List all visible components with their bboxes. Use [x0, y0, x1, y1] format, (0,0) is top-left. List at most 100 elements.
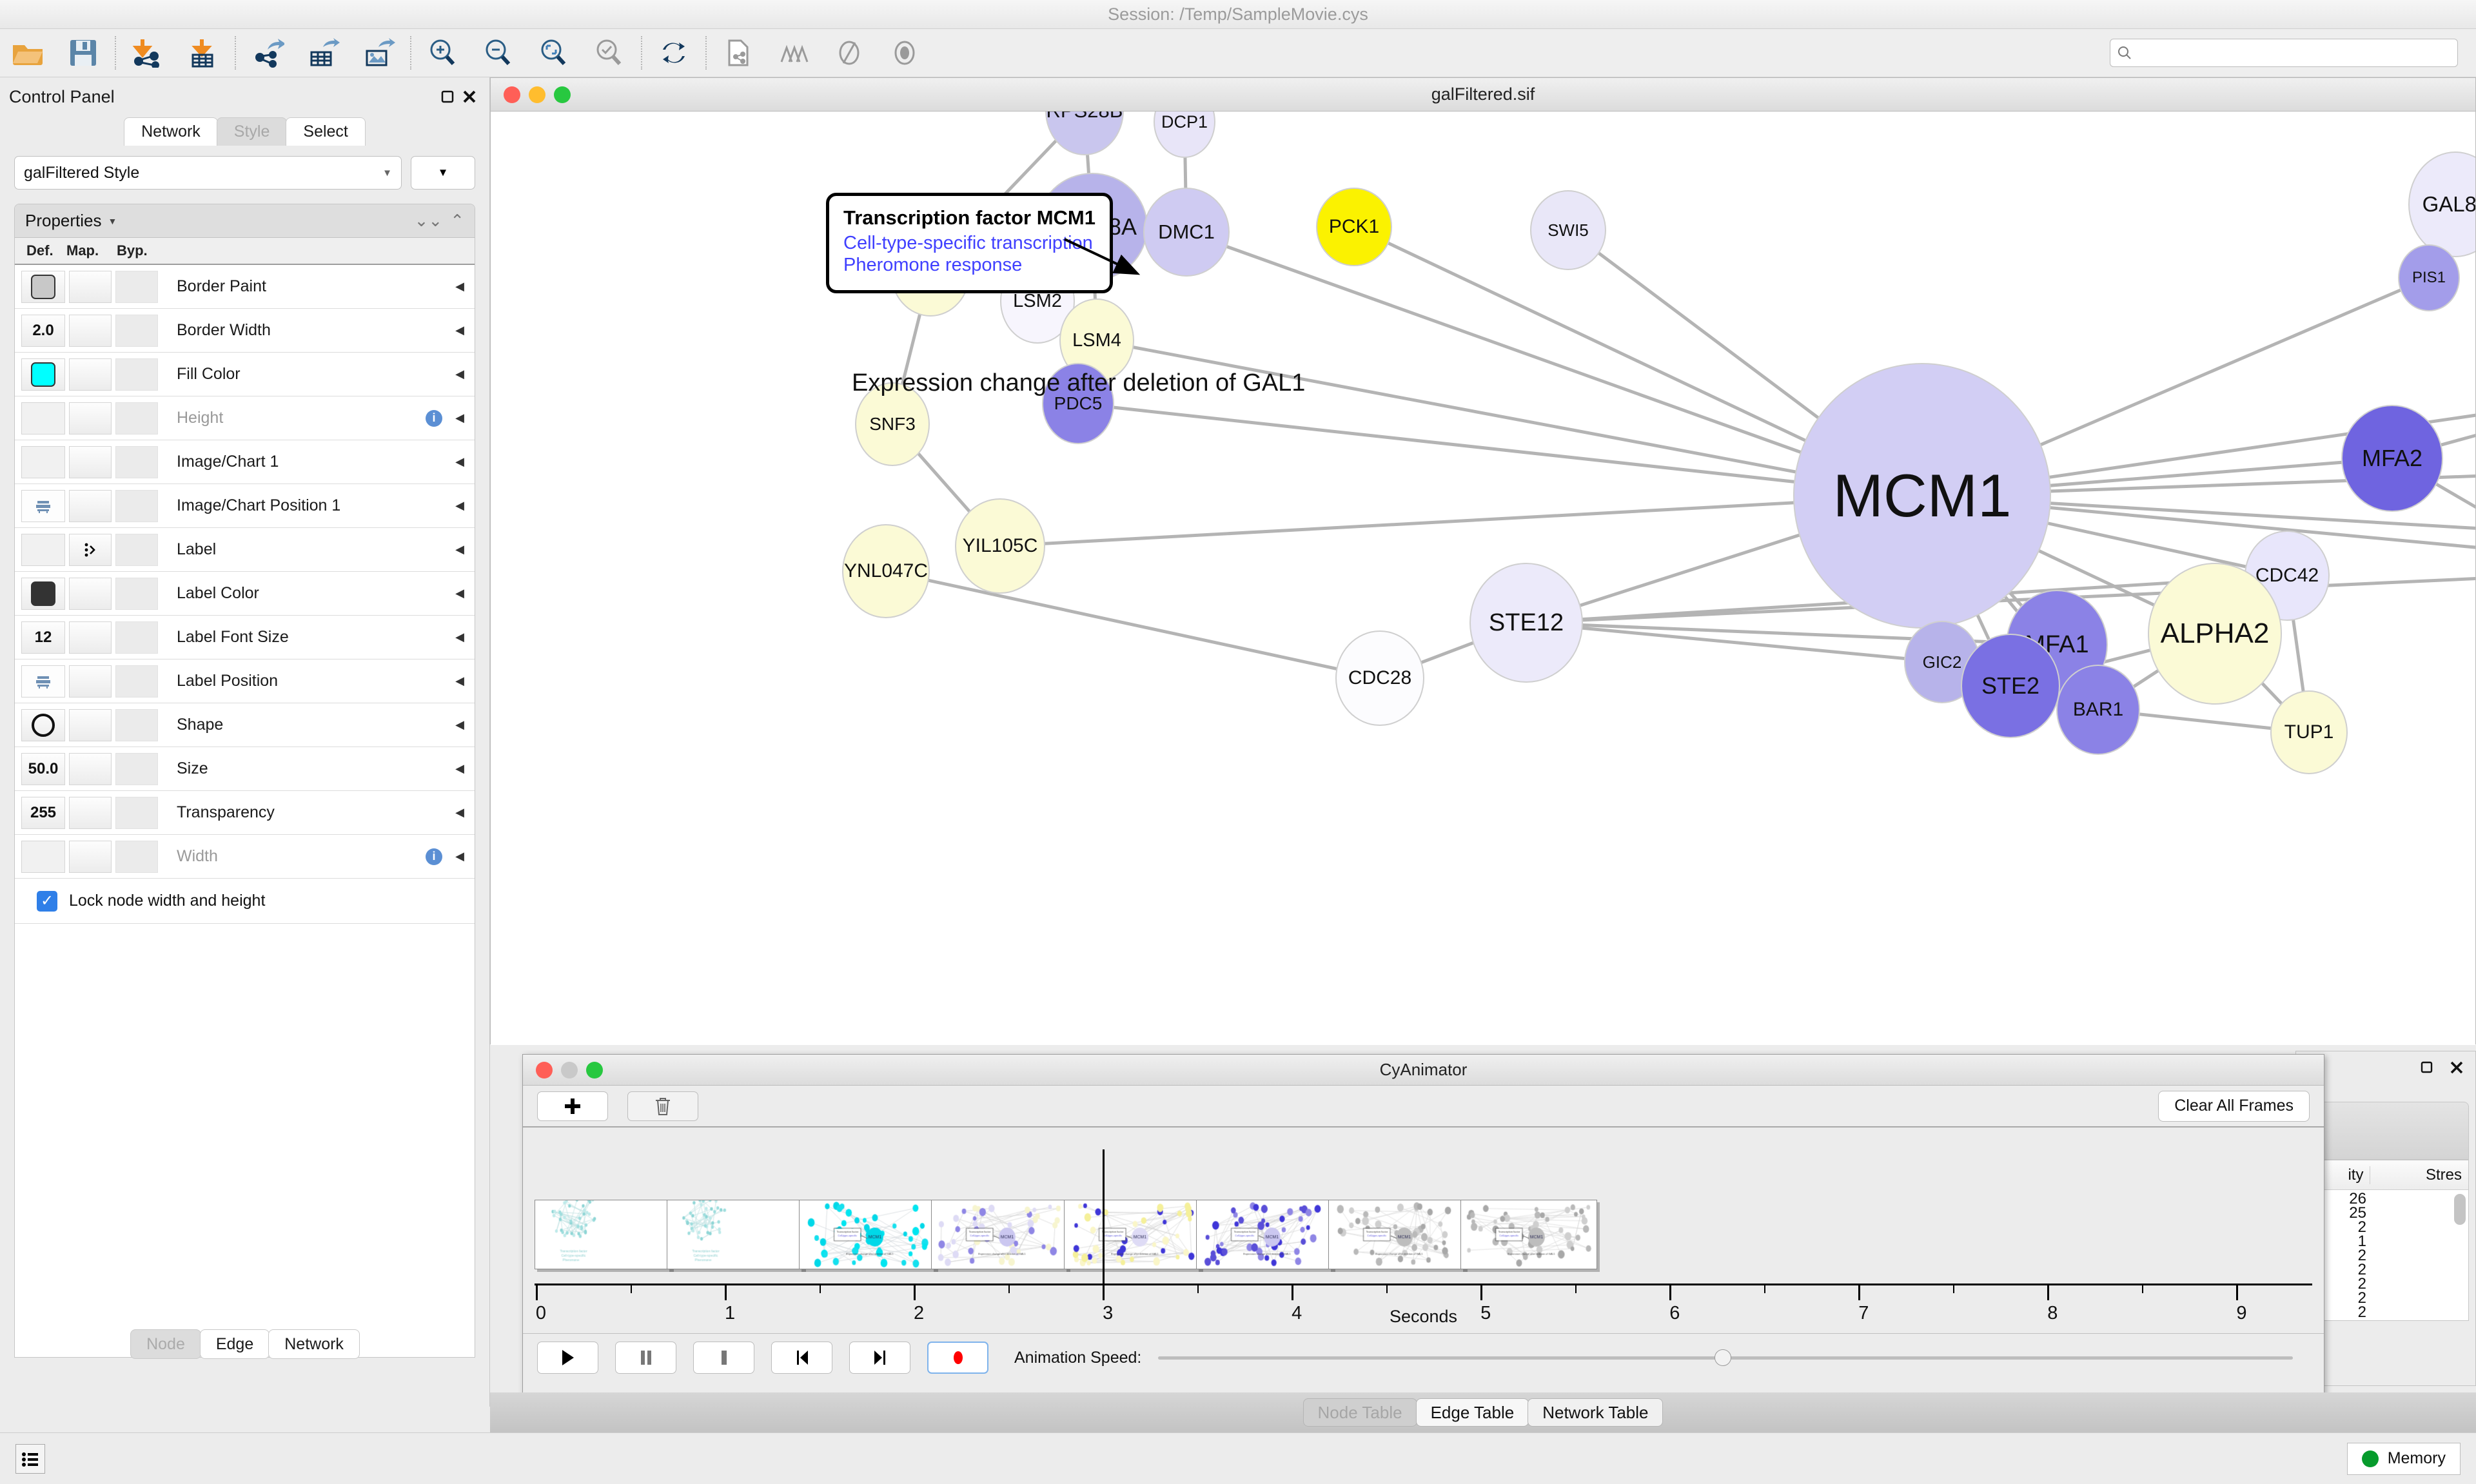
- tab-select[interactable]: Select: [286, 117, 366, 146]
- expand-arrow-icon[interactable]: ◀: [455, 367, 464, 380]
- network-edge[interactable]: [999, 494, 1923, 548]
- close-window-button[interactable]: [536, 1061, 553, 1079]
- export-network-icon[interactable]: [240, 29, 295, 77]
- expand-arrow-icon[interactable]: ◀: [455, 324, 464, 337]
- property-default-cell[interactable]: [21, 577, 65, 610]
- property-row[interactable]: Label Position ◀: [15, 659, 475, 703]
- close-icon[interactable]: [2447, 1058, 2466, 1077]
- property-default-cell[interactable]: [21, 665, 65, 698]
- property-bypass-cell[interactable]: [115, 708, 158, 741]
- property-mapping-cell[interactable]: [69, 708, 112, 741]
- animation-frame[interactable]: [1460, 1200, 1597, 1269]
- refresh-icon[interactable]: [646, 29, 702, 77]
- animation-speed-slider[interactable]: [1158, 1343, 2293, 1372]
- network-node[interactable]: CDC28: [1335, 630, 1424, 726]
- property-default-cell[interactable]: [21, 358, 65, 391]
- chevron-down-icon[interactable]: ▼: [108, 215, 117, 226]
- network-node[interactable]: PIS1: [2398, 244, 2460, 311]
- table-cell[interactable]: 2: [2357, 1275, 2366, 1293]
- table-cell[interactable]: 2: [2357, 1261, 2366, 1278]
- property-default-cell[interactable]: [21, 840, 65, 873]
- annotation-box[interactable]: Transcription factor MCM1 Cell-type-spec…: [826, 193, 1113, 294]
- property-row[interactable]: Image/Chart 1 ◀: [15, 440, 475, 484]
- maximize-window-button[interactable]: [586, 1061, 603, 1079]
- property-default-cell[interactable]: [21, 708, 65, 741]
- expand-arrow-icon[interactable]: ◀: [455, 411, 464, 424]
- property-bypass-cell[interactable]: [115, 445, 158, 478]
- network-edge[interactable]: [1077, 402, 1923, 498]
- table-cell[interactable]: 2: [2357, 1247, 2366, 1264]
- property-row[interactable]: 50.0 Size ◀: [15, 747, 475, 791]
- network-node[interactable]: SWI5: [1530, 190, 1606, 270]
- zoom-out-icon[interactable]: [471, 29, 526, 77]
- tab-node-table[interactable]: Node Table: [1302, 1398, 1417, 1427]
- tab-style[interactable]: Style: [216, 117, 288, 146]
- property-default-cell[interactable]: [21, 445, 65, 478]
- play-button[interactable]: [537, 1342, 598, 1374]
- network-edge[interactable]: [1526, 621, 2058, 647]
- tab-network-table[interactable]: Network Table: [1528, 1398, 1664, 1427]
- table-cell[interactable]: 2: [2357, 1218, 2366, 1236]
- lock-checkbox[interactable]: ✓: [37, 890, 57, 912]
- show-all-icon[interactable]: [877, 29, 932, 77]
- tab-network[interactable]: Network: [124, 117, 218, 146]
- table-cell[interactable]: 2: [2357, 1289, 2366, 1307]
- property-row[interactable]: 12 Label Font Size ◀: [15, 616, 475, 659]
- delete-frame-button[interactable]: [627, 1091, 698, 1121]
- property-row[interactable]: Label ◀: [15, 528, 475, 572]
- property-row[interactable]: Shape ◀: [15, 703, 475, 747]
- network-edge[interactable]: [1526, 621, 1943, 664]
- network-node[interactable]: TUP1: [2270, 690, 2348, 774]
- property-bypass-cell[interactable]: [115, 402, 158, 434]
- network-edge[interactable]: [1186, 230, 1923, 498]
- expand-all-icon[interactable]: ⌄⌄: [414, 211, 443, 230]
- info-icon[interactable]: i: [426, 848, 442, 865]
- minimize-window-button[interactable]: [561, 1061, 578, 1079]
- property-mapping-cell[interactable]: [69, 314, 112, 347]
- next-frame-button[interactable]: [849, 1342, 910, 1374]
- animation-frame[interactable]: [1195, 1200, 1333, 1269]
- property-row[interactable]: Image/Chart Position 1 ◀: [15, 484, 475, 528]
- property-bypass-cell[interactable]: [115, 270, 158, 303]
- property-mapping-cell[interactable]: [69, 445, 112, 478]
- maximize-icon[interactable]: [2417, 1058, 2437, 1077]
- expand-arrow-icon[interactable]: ◀: [455, 499, 464, 512]
- property-mapping-cell[interactable]: [69, 665, 112, 698]
- property-bypass-cell[interactable]: [115, 358, 158, 391]
- record-button[interactable]: [927, 1342, 988, 1374]
- network-node[interactable]: MFA2: [2341, 405, 2443, 512]
- property-mapping-cell[interactable]: [69, 621, 112, 654]
- expand-arrow-icon[interactable]: ◀: [455, 674, 464, 687]
- property-bypass-cell[interactable]: [115, 621, 158, 654]
- property-row[interactable]: Height i ◀: [15, 396, 475, 440]
- property-mapping-cell[interactable]: [69, 796, 112, 829]
- property-mapping-cell[interactable]: [69, 358, 112, 391]
- animation-frame[interactable]: [1328, 1200, 1465, 1269]
- style-options-button[interactable]: ▼: [411, 156, 475, 190]
- property-mapping-cell[interactable]: [69, 270, 112, 303]
- property-bypass-cell[interactable]: [115, 314, 158, 347]
- property-mapping-cell[interactable]: [69, 533, 112, 566]
- network-edge[interactable]: [1921, 494, 2475, 556]
- property-mapping-cell[interactable]: [69, 840, 112, 873]
- property-mapping-cell[interactable]: [69, 577, 112, 610]
- network-node[interactable]: STE2: [1961, 634, 2060, 738]
- column-centrality[interactable]: ity: [2303, 1166, 2371, 1184]
- close-window-button[interactable]: [504, 86, 520, 103]
- network-canvas[interactable]: Expression change after deletion of GAL1…: [491, 112, 2475, 1045]
- zoom-in-icon[interactable]: [415, 29, 471, 77]
- animation-frame[interactable]: [1063, 1200, 1201, 1269]
- property-default-cell[interactable]: 255: [21, 796, 65, 829]
- property-default-cell[interactable]: [21, 402, 65, 434]
- expand-arrow-icon[interactable]: ◀: [455, 543, 464, 556]
- lock-node-size-row[interactable]: ✓ Lock node width and height: [15, 879, 475, 924]
- zoom-fit-icon[interactable]: [526, 29, 582, 77]
- hide-unselected-icon[interactable]: [821, 29, 877, 77]
- property-default-cell[interactable]: 50.0: [21, 752, 65, 785]
- pause-button[interactable]: [615, 1342, 676, 1374]
- prev-frame-button[interactable]: [771, 1342, 832, 1374]
- expand-arrow-icon[interactable]: ◀: [455, 806, 464, 819]
- expand-arrow-icon[interactable]: ◀: [455, 850, 464, 863]
- network-edge[interactable]: [1096, 338, 1923, 498]
- slider-knob[interactable]: [1714, 1349, 1731, 1366]
